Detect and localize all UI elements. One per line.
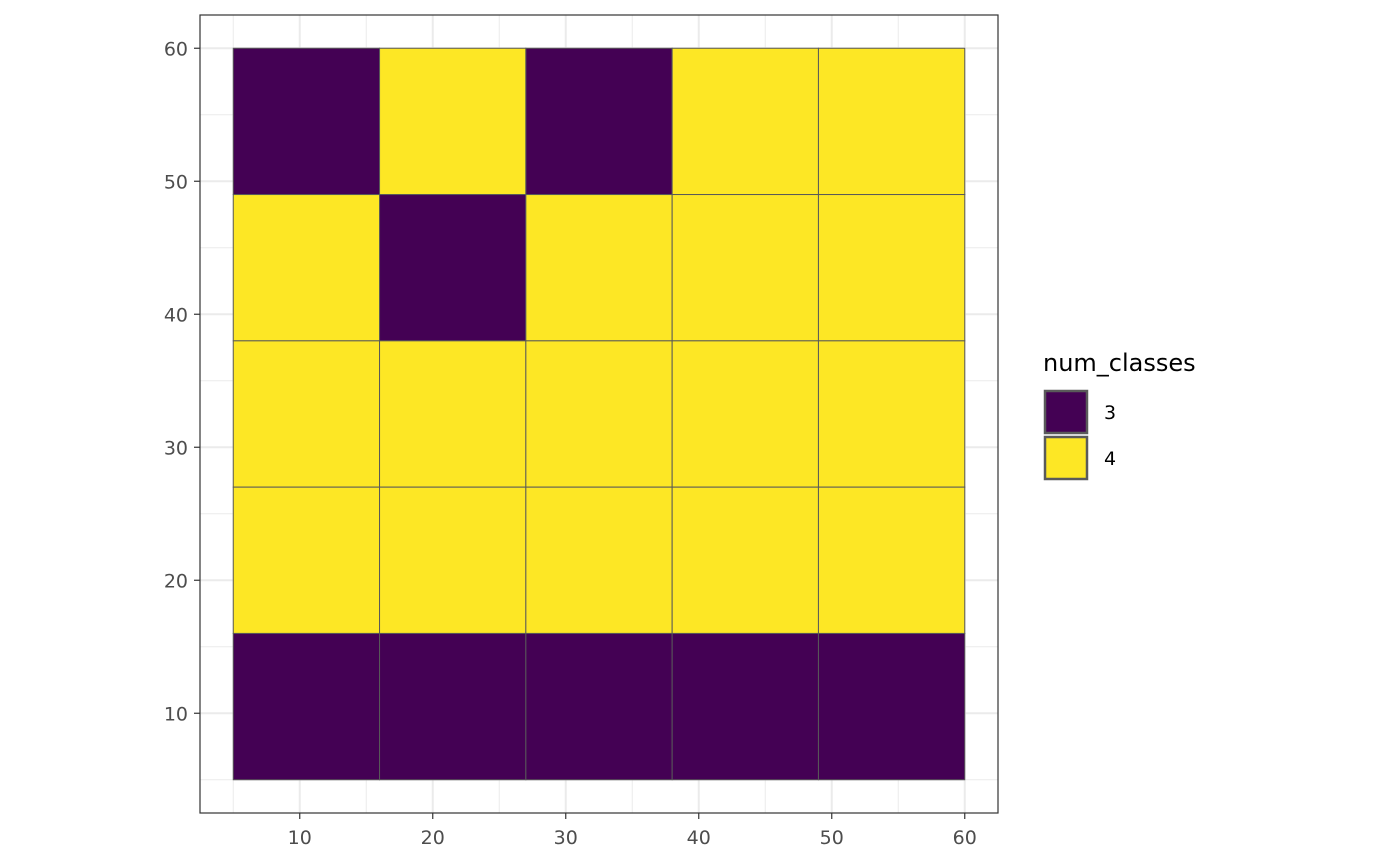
legend-key-swatch [1043, 389, 1089, 435]
heatmap-cell [232, 340, 381, 488]
panel-border [199, 14, 999, 814]
x-axis: 10 20 30 40 50 60 [288, 813, 977, 849]
heatmap-cell [671, 340, 819, 488]
y-tick-label: 40 [164, 304, 188, 326]
heatmap-cell [525, 632, 673, 781]
x-tick-label: 10 [288, 827, 312, 849]
heatmap-cell [232, 47, 381, 196]
heatmap-cell [379, 47, 527, 196]
heatmap-cell [232, 486, 381, 634]
legend-key-label: 4 [1104, 448, 1116, 470]
x-tick-label: 60 [953, 827, 977, 849]
legend: num_classes 3 4 [1043, 349, 1196, 481]
x-tick-label: 30 [554, 827, 578, 849]
y-tick-label: 20 [164, 570, 188, 592]
heatmap-cell [817, 340, 966, 488]
heatmap-cell [817, 486, 966, 634]
x-tick-label: 50 [820, 827, 844, 849]
heatmap-cell [379, 486, 527, 634]
y-tick-label: 50 [164, 171, 188, 193]
heatmap-cell [379, 340, 527, 488]
heatmap-cell [817, 47, 966, 196]
heatmap-cell [379, 194, 527, 342]
heatmap-cell [671, 194, 819, 342]
y-tick-label: 30 [164, 437, 188, 459]
x-tick-label: 20 [421, 827, 445, 849]
y-axis: 10 20 30 40 50 60 [164, 38, 200, 725]
heatmap-cell [525, 47, 673, 196]
legend-key-swatch [1043, 435, 1089, 481]
y-tick-label: 10 [164, 703, 188, 725]
heatmap-cell [525, 194, 673, 342]
y-tick-label: 60 [164, 38, 188, 60]
heatmap-cell [671, 632, 819, 781]
legend-key-label: 3 [1104, 402, 1116, 424]
heatmap-cell [232, 194, 381, 342]
heatmap-cell [232, 632, 381, 781]
heatmap-cell [671, 47, 819, 196]
heatmap-cell [525, 340, 673, 488]
legend-title: num_classes [1043, 349, 1196, 377]
heatmap-cell [525, 486, 673, 634]
heatmap-cell [379, 632, 527, 781]
heatmap-cell [817, 632, 966, 781]
heatmap-cell [671, 486, 819, 634]
heatmap-cells [232, 47, 966, 781]
x-tick-label: 40 [687, 827, 711, 849]
heatmap-cell [817, 194, 966, 342]
